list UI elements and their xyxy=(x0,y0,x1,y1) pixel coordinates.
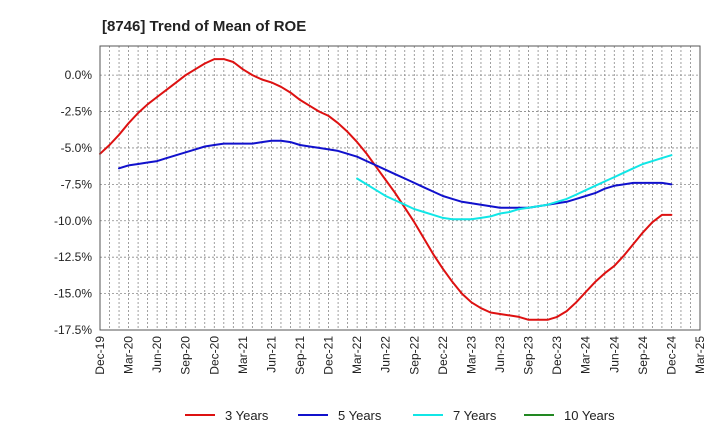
x-tick-label: Jun-21 xyxy=(264,336,278,373)
chart-title: [8746] Trend of Mean of ROE xyxy=(102,18,306,35)
x-tick-label: Mar-25 xyxy=(693,336,707,374)
legend: 3 Years 5 Years 7 Years 10 Years xyxy=(185,408,615,423)
y-tick-label: -10.0% xyxy=(54,214,92,228)
x-tick-label: Jun-24 xyxy=(607,336,621,373)
x-tick-label: Dec-20 xyxy=(207,336,221,375)
x-tick-label: Jun-23 xyxy=(493,336,507,373)
x-axis-tick-labels: Dec-19 Mar-20 Jun-20 Sep-20 Dec-20 Mar-21 Jun-… xyxy=(93,336,707,375)
legend-label-10-years: 10 Years xyxy=(564,408,615,423)
series-line-3-years xyxy=(99,58,673,321)
x-tick-label: Sep-22 xyxy=(407,336,421,375)
x-tick-label: Dec-22 xyxy=(436,336,450,375)
x-tick-label: Sep-20 xyxy=(179,336,193,375)
y-tick-label: -17.5% xyxy=(54,323,92,337)
x-tick-label: Jun-20 xyxy=(150,336,164,373)
y-tick-label: -2.5% xyxy=(61,105,93,119)
x-tick-label: Dec-21 xyxy=(322,336,336,375)
y-tick-label: -12.5% xyxy=(54,250,92,264)
series-line-5-years xyxy=(118,139,673,209)
y-tick-label: -5.0% xyxy=(61,141,93,155)
x-tick-label: Mar-23 xyxy=(464,336,478,374)
x-tick-label: Mar-24 xyxy=(579,336,593,374)
x-tick-label: Jun-22 xyxy=(379,336,393,373)
legend-label-5-years: 5 Years xyxy=(338,408,382,423)
x-tick-label: Mar-22 xyxy=(350,336,364,374)
x-tick-label: Dec-19 xyxy=(93,336,107,375)
plot-frame xyxy=(99,45,701,331)
series-lines xyxy=(99,58,673,321)
x-tick-label: Mar-21 xyxy=(236,336,250,374)
y-tick-label: 0.0% xyxy=(65,68,93,82)
series-line-7-years xyxy=(356,154,673,221)
x-tick-label: Dec-23 xyxy=(550,336,564,375)
legend-label-3-years: 3 Years xyxy=(225,408,269,423)
y-axis-tick-labels: 0.0% -2.5% -5.0% -7.5% -10.0% -12.5% -15.0% -17… xyxy=(54,68,92,337)
x-tick-label: Mar-20 xyxy=(122,336,136,374)
grid xyxy=(100,46,700,331)
x-tick-label: Sep-24 xyxy=(636,336,650,375)
x-tick-label: Sep-21 xyxy=(293,336,307,375)
legend-label-7-years: 7 Years xyxy=(453,408,497,423)
y-tick-label: -15.0% xyxy=(54,287,92,301)
y-tick-label: -7.5% xyxy=(61,177,93,191)
x-tick-label: Sep-23 xyxy=(522,336,536,375)
x-tick-label: Dec-24 xyxy=(664,336,678,375)
